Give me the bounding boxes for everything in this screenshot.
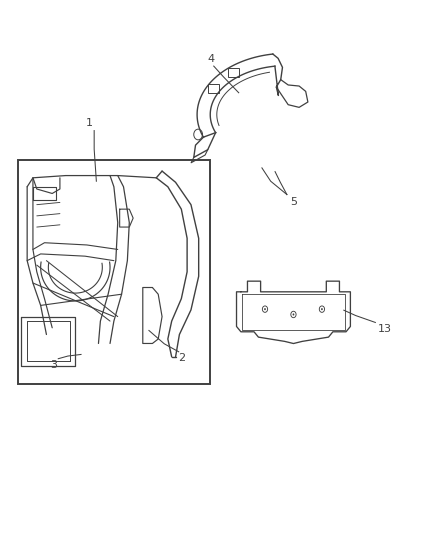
Text: 2: 2	[178, 353, 185, 364]
Text: 3: 3	[50, 360, 57, 370]
Text: 13: 13	[378, 324, 392, 334]
Circle shape	[293, 313, 294, 316]
Text: 5: 5	[290, 197, 297, 207]
Circle shape	[321, 308, 323, 310]
Circle shape	[264, 308, 266, 310]
Bar	[18, 160, 210, 384]
Bar	[228, 68, 239, 77]
Text: 4: 4	[207, 54, 214, 64]
Bar	[208, 84, 219, 93]
Text: 1: 1	[86, 118, 93, 128]
